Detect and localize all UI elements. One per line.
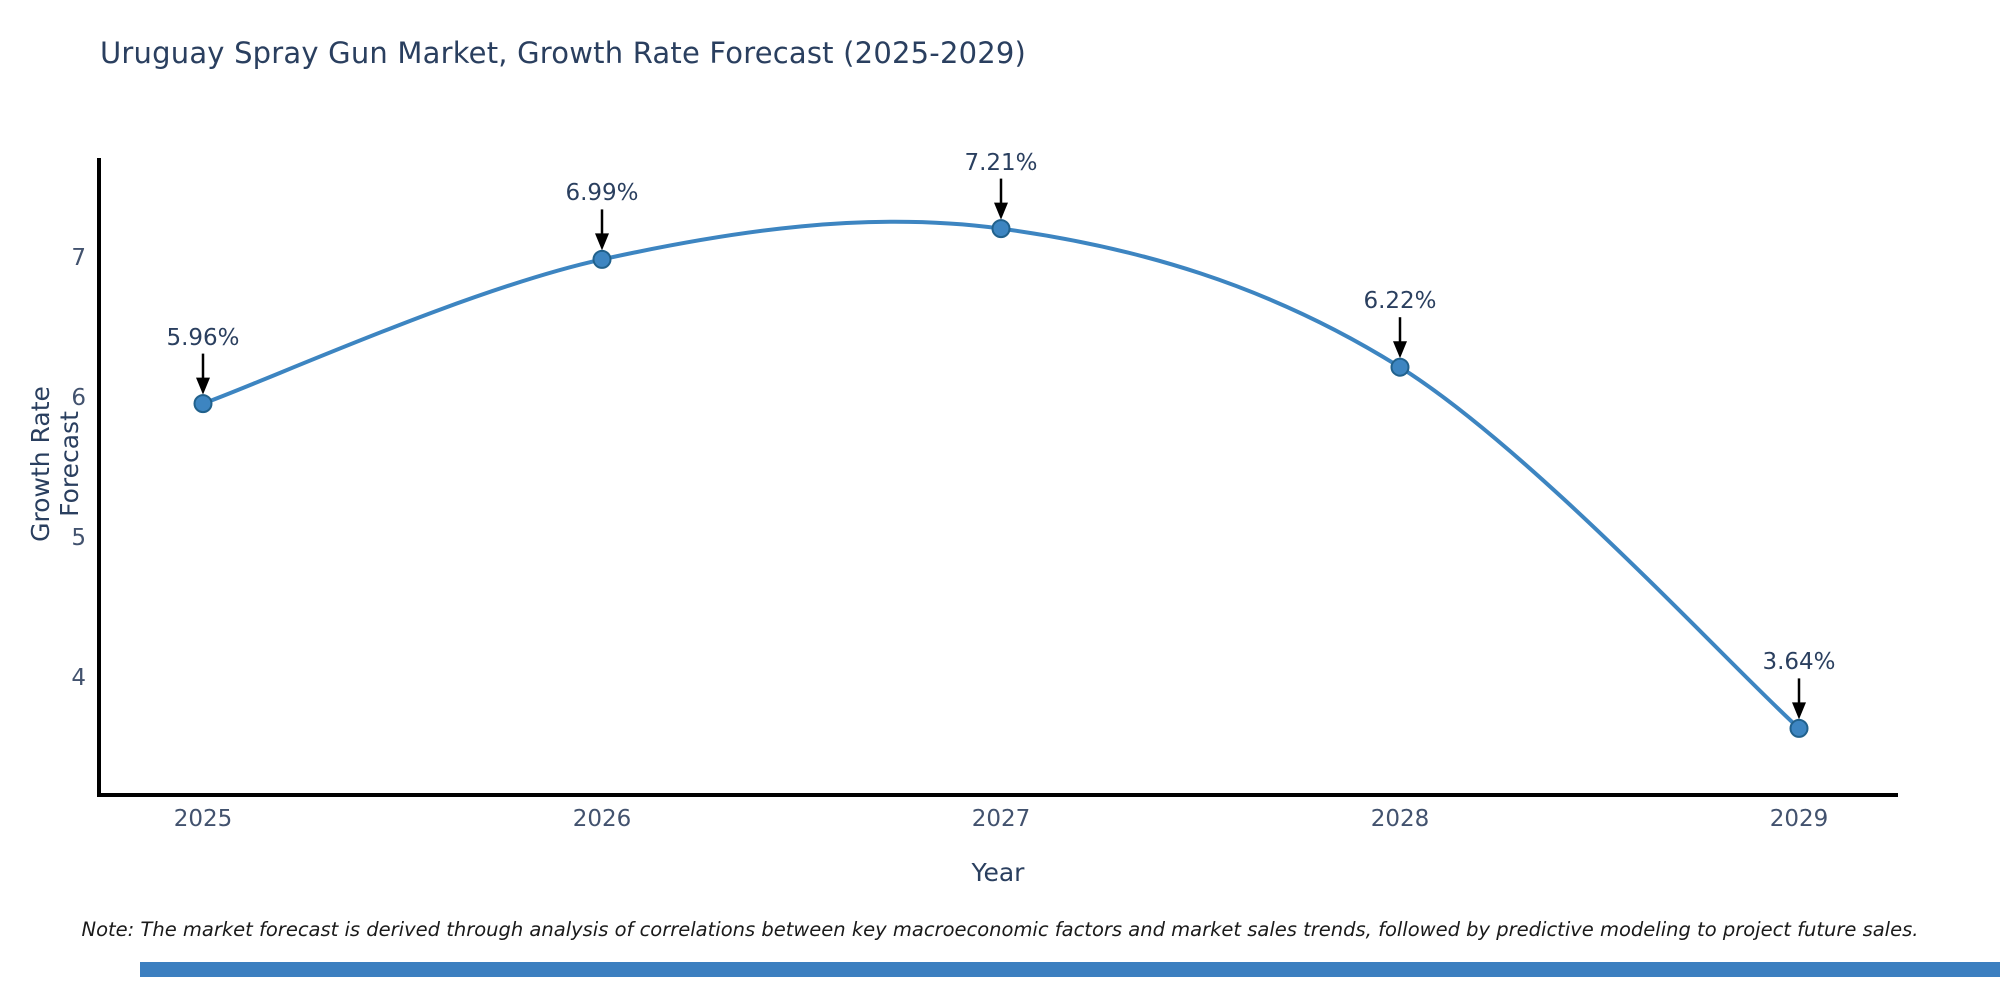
- footer-accent-bar: [140, 962, 2000, 977]
- y-tick-label-4: 4: [71, 665, 86, 691]
- annotation-arrowhead: [196, 377, 210, 395]
- data-point-marker-2026[interactable]: [592, 249, 612, 269]
- y-axis-title: Growth Rate Forecast: [26, 386, 84, 542]
- x-tick-label-2029: 2029: [1769, 806, 1829, 832]
- y-tick-label-7: 7: [71, 245, 86, 271]
- y-tick-label-5: 5: [71, 525, 86, 551]
- x-axis-title: Year: [971, 858, 1025, 887]
- annotation-arrowhead: [595, 233, 609, 251]
- annotation-arrowhead: [1792, 702, 1806, 720]
- x-tick-label-2027: 2027: [971, 806, 1031, 832]
- point-value-label-2027: 7.21%: [964, 149, 1038, 176]
- y-tick-label-6: 6: [71, 385, 86, 411]
- data-point-marker-2028[interactable]: [1390, 357, 1410, 377]
- annotation-arrowhead: [1393, 341, 1407, 359]
- growth-rate-line: [202, 219, 1801, 730]
- data-point-marker-2029[interactable]: [1789, 718, 1809, 738]
- data-point-marker-2025[interactable]: [193, 394, 213, 414]
- data-point-marker-2027[interactable]: [991, 219, 1011, 239]
- x-tick-label-2026: 2026: [572, 806, 632, 832]
- chart-title: Uruguay Spray Gun Market, Growth Rate Fo…: [100, 36, 1027, 70]
- point-value-label-2025: 5.96%: [166, 324, 240, 351]
- point-value-label-2028: 6.22%: [1363, 288, 1437, 315]
- annotation-arrowhead: [994, 202, 1008, 220]
- point-value-label-2026: 6.99%: [565, 180, 639, 207]
- x-tick-label-2028: 2028: [1370, 806, 1430, 832]
- point-value-label-2029: 3.64%: [1762, 649, 1836, 676]
- footnote: Note: The market forecast is derived thr…: [81, 918, 1919, 941]
- x-tick-label-2025: 2025: [173, 806, 233, 832]
